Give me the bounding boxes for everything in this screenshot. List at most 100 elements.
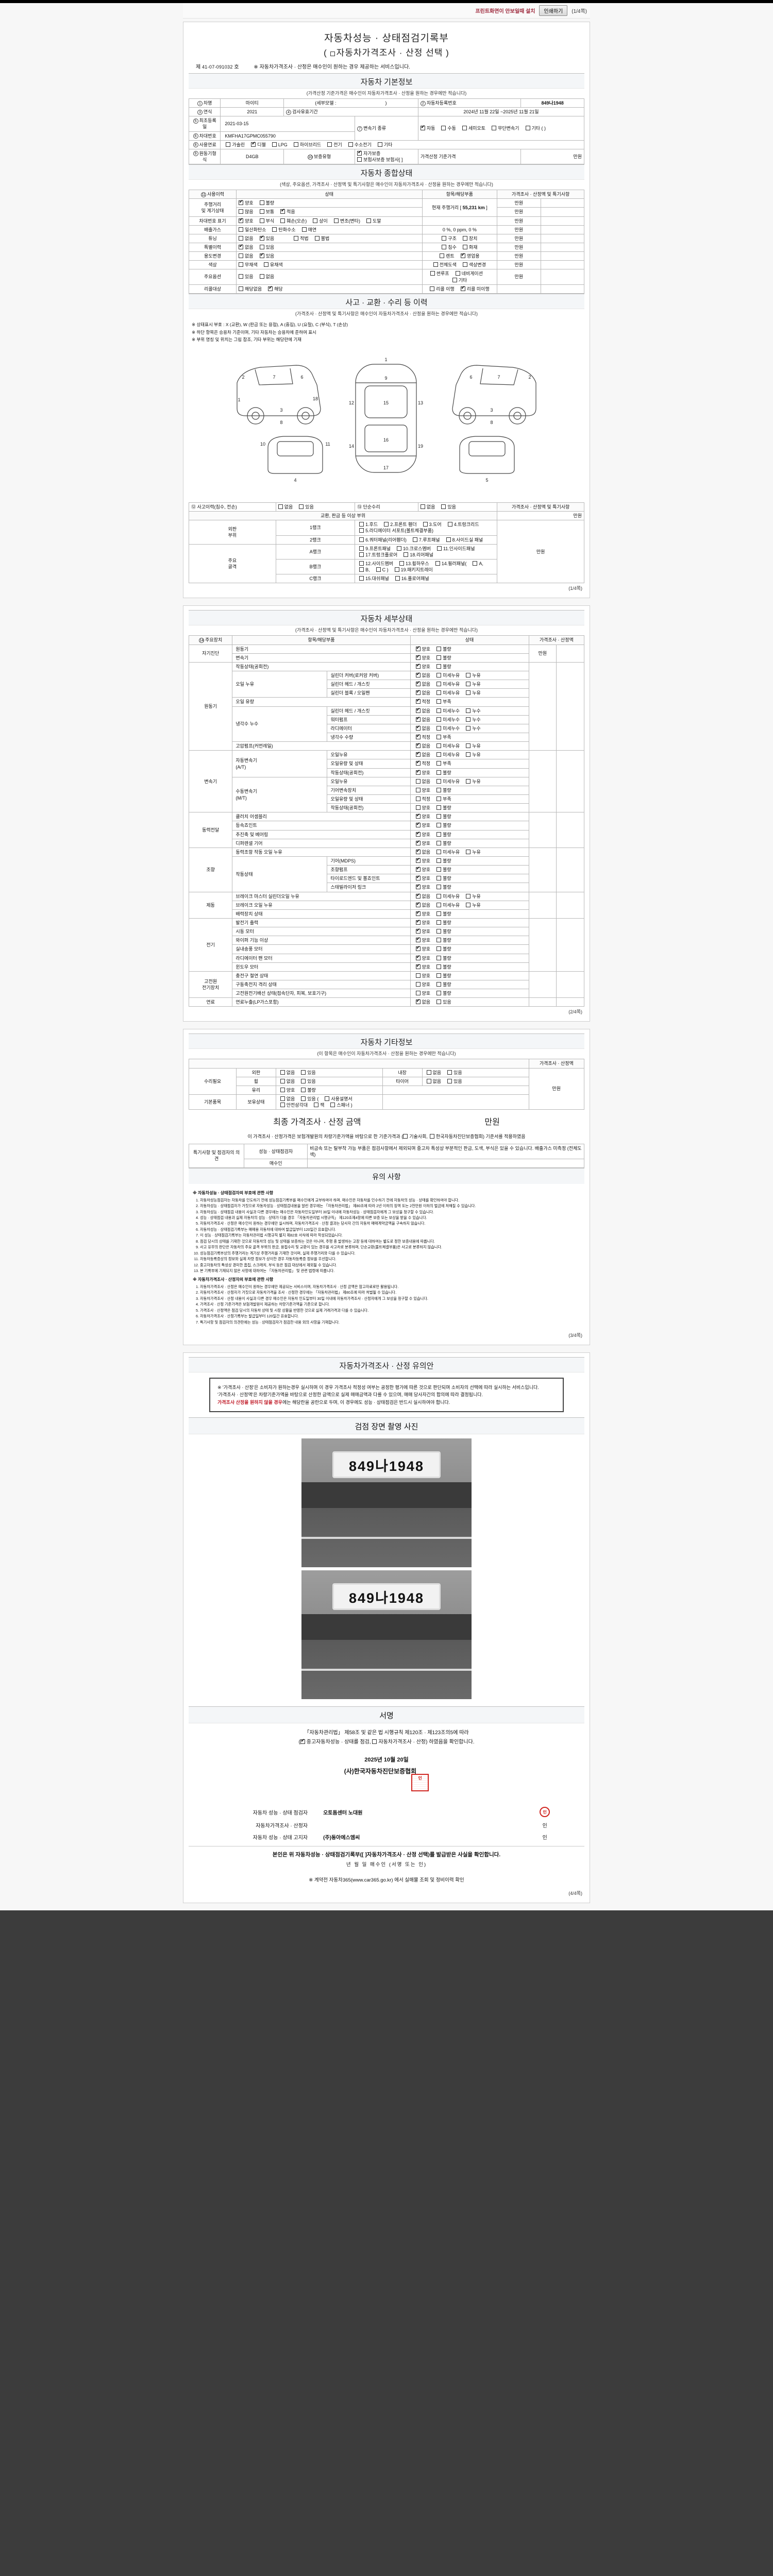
overall-row-7-item-2[interactable]: 기타 xyxy=(452,277,467,283)
detail-3-1-opt-0[interactable]: 양호 xyxy=(415,822,430,828)
rank-item-1-0[interactable]: 6.쿼터패널(리어휀더) xyxy=(359,537,407,543)
warranty-option-1-checkbox[interactable] xyxy=(357,157,362,162)
rank-item-3-6[interactable]: 19.패키지트레이 xyxy=(394,567,433,573)
other-opt2-0-1[interactable]: 있음 xyxy=(447,1070,462,1076)
other-opt2-1-1[interactable]: 있음 xyxy=(447,1078,462,1084)
detail-1-7-opt-2-checkbox[interactable] xyxy=(466,725,471,731)
overall-row-1-opt-2-checkbox[interactable] xyxy=(280,218,285,223)
transmission-option-4[interactable]: 기타 ( ) xyxy=(525,125,546,131)
detail-6-1-opt-1[interactable]: 불량 xyxy=(436,928,451,935)
other-opt-2-0-checkbox[interactable] xyxy=(280,1087,285,1092)
detail-price-4[interactable] xyxy=(556,847,584,892)
detail-1-5-opt-2[interactable]: 누수 xyxy=(466,708,481,714)
overall-price-cell[interactable] xyxy=(540,269,585,285)
overall-row-2-opt-1[interactable]: 탄화수소 xyxy=(272,227,296,233)
other-opt-2-0[interactable]: 양호 xyxy=(280,1087,295,1093)
other-opt2-1-1-checkbox[interactable] xyxy=(447,1078,452,1083)
detail-6-4-opt-0-checkbox[interactable] xyxy=(415,955,421,960)
rank-item-3-2[interactable]: 14.필러패널( xyxy=(435,561,466,567)
detail-0-1-opt-0[interactable]: 양호 xyxy=(415,654,430,661)
print-install-notice[interactable]: 프린트화면이 안보일때 설치 xyxy=(475,9,535,14)
overall-row-7-item-2-checkbox[interactable] xyxy=(452,277,457,282)
overall-row-2-opt-0[interactable]: 일산화탄소 xyxy=(239,227,266,233)
detail-6-5-opt-1[interactable]: 불량 xyxy=(436,964,451,970)
detail-2-2-opt-0[interactable]: 양호 xyxy=(415,769,430,776)
rank-item-4-1-checkbox[interactable] xyxy=(395,576,400,581)
detail-1-6-opt-0-checkbox[interactable] xyxy=(415,716,421,722)
detail-1-4-opt-0-checkbox[interactable] xyxy=(415,698,421,704)
detail-3-0-opt-0-checkbox[interactable] xyxy=(415,813,421,819)
overall-row-3-item-0[interactable]: 구조 xyxy=(442,235,457,242)
detail-2-5-opt-0-checkbox[interactable] xyxy=(415,796,421,801)
overall-row-7-item-0[interactable]: 썬루프 xyxy=(430,270,449,277)
overall-row-3-item-0-checkbox[interactable] xyxy=(442,235,447,241)
overall-row-8-opt-0-checkbox[interactable] xyxy=(239,286,244,291)
detail-6-2-opt-0[interactable]: 양호 xyxy=(415,937,430,943)
detail-4-4-opt-1-checkbox[interactable] xyxy=(436,885,442,890)
detail-2-0-opt-1-checkbox[interactable] xyxy=(436,752,442,757)
overall-row-5-item-0-checkbox[interactable] xyxy=(440,253,445,259)
fuel-option-5[interactable]: 수소전기 xyxy=(348,142,372,148)
overall-row-8-item-1-checkbox[interactable] xyxy=(460,285,465,291)
detail-4-1-opt-1[interactable]: 불량 xyxy=(436,858,451,864)
other-opt-0-1[interactable]: 있음 xyxy=(301,1070,316,1076)
detail-5-0-opt-2-checkbox[interactable] xyxy=(466,893,471,899)
overall-row-4-item-0[interactable]: 침수 xyxy=(442,244,457,250)
rank-item-2-1-checkbox[interactable] xyxy=(397,546,402,551)
overall-row-1-opt-5-checkbox[interactable] xyxy=(366,218,371,223)
mileage-amount-1-checkbox[interactable] xyxy=(259,209,264,214)
detail-1-0-opt-0[interactable]: 양호 xyxy=(415,663,430,670)
overall-row-4-item-0-checkbox[interactable] xyxy=(442,244,447,249)
detail-1-1-opt-1-checkbox[interactable] xyxy=(436,673,442,678)
overall-row-7-item-0-checkbox[interactable] xyxy=(430,271,435,276)
overall-row-2-opt-2-checkbox[interactable] xyxy=(301,227,307,232)
detail-8-0-opt-1-checkbox[interactable] xyxy=(436,999,442,1005)
detail-3-3-opt-1[interactable]: 불량 xyxy=(436,840,451,846)
detail-7-2-opt-1[interactable]: 불량 xyxy=(436,990,451,996)
detail-7-0-opt-1[interactable]: 불량 xyxy=(436,973,451,979)
detail-2-3-opt-2[interactable]: 누유 xyxy=(466,778,481,785)
detail-1-3-opt-1[interactable]: 미세누유 xyxy=(436,690,460,696)
overall-row-5-item-0[interactable]: 렌트 xyxy=(440,253,455,259)
detail-1-2-opt-2[interactable]: 누유 xyxy=(466,681,481,687)
detail-3-0-opt-0[interactable]: 양호 xyxy=(415,813,430,820)
overall-row-1-opt-4-checkbox[interactable] xyxy=(333,218,339,223)
basis-option-1-checkbox[interactable] xyxy=(403,1134,408,1139)
detail-7-1-opt-0-checkbox[interactable] xyxy=(415,981,421,987)
other-opt-0-1-checkbox[interactable] xyxy=(301,1070,306,1075)
other-opt-3-1[interactable]: 있음 ( xyxy=(301,1096,318,1102)
fuel-option-2[interactable]: LPG xyxy=(272,142,288,148)
detail-7-1-opt-1-checkbox[interactable] xyxy=(436,981,442,987)
detail-6-4-opt-1-checkbox[interactable] xyxy=(436,955,442,960)
detail-1-5-opt-2-checkbox[interactable] xyxy=(466,708,471,713)
overall-row-7-item-1-checkbox[interactable] xyxy=(455,271,460,276)
overall-row-7-opt-1-checkbox[interactable] xyxy=(259,274,264,279)
rank-item-3-1[interactable]: 13.휠하우스 xyxy=(399,561,429,567)
transmission-option-4-checkbox[interactable] xyxy=(525,125,530,130)
detail-0-0-opt-1[interactable]: 불량 xyxy=(436,646,451,652)
overall-row-1-opt-3-checkbox[interactable] xyxy=(313,218,318,223)
rank-item-2-0-checkbox[interactable] xyxy=(359,546,364,551)
overall-row-7-item-1[interactable]: 네비게이션 xyxy=(455,270,483,277)
detail-4-0-opt-2-checkbox[interactable] xyxy=(466,849,471,854)
transmission-option-0[interactable]: 자동 xyxy=(420,125,435,131)
overall-row-3-opt2-0-checkbox[interactable] xyxy=(294,235,299,241)
mileage-state-1[interactable]: 불량 xyxy=(259,200,274,206)
mileage-amount-0[interactable]: 많음 xyxy=(239,209,254,215)
detail-1-1-opt-2[interactable]: 누유 xyxy=(466,672,481,679)
detail-2-5-opt-1-checkbox[interactable] xyxy=(436,796,442,801)
simple-repair-opt-1-checkbox[interactable] xyxy=(441,504,446,510)
detail-3-0-opt-1-checkbox[interactable] xyxy=(436,814,442,819)
rank-item-0-2-checkbox[interactable] xyxy=(423,522,428,527)
mileage-state-0[interactable]: 양호 xyxy=(239,199,254,206)
detail-1-2-opt-1[interactable]: 미세누유 xyxy=(436,681,460,687)
overall-row-7-opt-0-checkbox[interactable] xyxy=(239,274,244,279)
detail-5-2-opt-1[interactable]: 불량 xyxy=(436,911,451,917)
detail-1-6-opt-2[interactable]: 누수 xyxy=(466,717,481,723)
detail-8-0-opt-1[interactable]: 있음 xyxy=(436,999,451,1005)
fuel-option-6[interactable]: 기타 xyxy=(377,142,392,148)
detail-6-2-opt-1[interactable]: 불량 xyxy=(436,937,451,943)
detail-6-2-opt-1-checkbox[interactable] xyxy=(436,938,442,943)
mileage-amount-0-checkbox[interactable] xyxy=(239,209,244,214)
rank-item-0-1-checkbox[interactable] xyxy=(384,522,389,527)
